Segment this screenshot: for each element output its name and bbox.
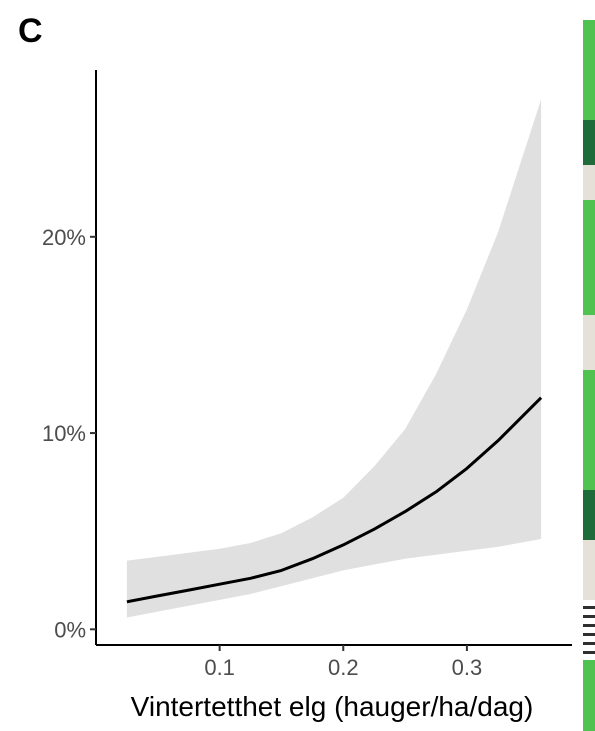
x-tick-label: 0.2 (328, 655, 359, 680)
adjacent-panel-strip-green (583, 20, 595, 120)
adjacent-panel-strip-green-2 (583, 200, 595, 315)
x-tick-label: 0.1 (204, 655, 235, 680)
y-tick-label: 10% (42, 421, 86, 446)
x-tick-label: 0.3 (452, 655, 483, 680)
fitted-line (126, 396, 543, 604)
adjacent-panel-strip-light (583, 165, 595, 200)
plot-area: 0% 10% 20% 0.1 0.2 0.3 (42, 70, 572, 680)
y-tick-label: 0% (54, 617, 86, 642)
y-tick-label: 20% (42, 225, 86, 250)
adjacent-panel-strip-light-2 (583, 315, 595, 370)
adjacent-panel-strip-dark-2 (583, 490, 595, 540)
adjacent-panel-strip-green-4 (583, 660, 595, 731)
adjacent-panel-strip-dark (583, 120, 595, 165)
x-axis-title: Vintertetthet elg (hauger/ha/dag) (131, 691, 534, 722)
adjacent-panel-strip-light-3 (583, 540, 595, 600)
confidence-band (126, 99, 542, 618)
panel-label: C (18, 12, 43, 50)
adjacent-panel-strip-lines (583, 600, 595, 660)
adjacent-panel-strip-green-3 (583, 370, 595, 490)
